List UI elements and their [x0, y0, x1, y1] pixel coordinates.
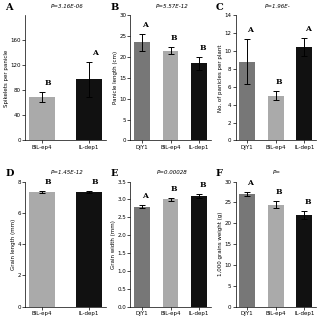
Text: B: B	[171, 185, 177, 193]
Text: B: B	[44, 79, 51, 87]
Text: P=1.45E-12: P=1.45E-12	[51, 170, 83, 175]
Text: B: B	[276, 188, 282, 196]
Text: P=: P=	[273, 170, 281, 175]
Text: A: A	[248, 27, 253, 35]
Bar	[191, 63, 207, 140]
Text: P=0.00028: P=0.00028	[157, 170, 188, 175]
Y-axis label: Spikelets per panicle: Spikelets per panicle	[4, 49, 9, 107]
Text: P=5.57E-12: P=5.57E-12	[156, 4, 188, 9]
Text: E: E	[110, 169, 118, 178]
Bar	[296, 215, 312, 307]
Text: D: D	[5, 169, 13, 178]
Bar	[268, 204, 284, 307]
Y-axis label: Panicle length (cm): Panicle length (cm)	[113, 51, 118, 104]
Text: B: B	[171, 35, 177, 43]
Text: P=3.16E-06: P=3.16E-06	[51, 4, 83, 9]
Bar	[134, 43, 150, 140]
Bar	[268, 96, 284, 140]
Text: A: A	[142, 192, 148, 200]
Text: A: A	[5, 3, 13, 12]
Bar	[296, 47, 312, 140]
Text: A: A	[305, 25, 311, 33]
Text: A: A	[92, 49, 98, 57]
Bar	[163, 51, 178, 140]
Text: P=1.96E-: P=1.96E-	[264, 4, 290, 9]
Y-axis label: 1,000 grains weight (g): 1,000 grains weight (g)	[218, 212, 223, 276]
Bar	[134, 207, 150, 307]
Text: B: B	[91, 178, 98, 186]
Text: A: A	[248, 179, 253, 187]
Bar	[239, 62, 255, 140]
Bar	[29, 192, 55, 307]
Y-axis label: Grain length (mm): Grain length (mm)	[11, 219, 16, 270]
Text: F: F	[215, 169, 222, 178]
Bar	[76, 79, 102, 140]
Bar	[29, 97, 55, 140]
Bar	[239, 194, 255, 307]
Text: B: B	[199, 181, 206, 189]
Text: B: B	[199, 44, 206, 52]
Y-axis label: Grain width (mm): Grain width (mm)	[111, 220, 116, 268]
Bar	[191, 196, 207, 307]
Text: B: B	[305, 198, 311, 206]
Text: B: B	[276, 78, 282, 86]
Bar	[76, 192, 102, 307]
Text: A: A	[142, 21, 148, 29]
Bar	[163, 199, 178, 307]
Text: C: C	[215, 3, 223, 12]
Text: B: B	[110, 3, 118, 12]
Y-axis label: No. of panicles per plant: No. of panicles per plant	[218, 44, 223, 112]
Text: B: B	[44, 178, 51, 186]
